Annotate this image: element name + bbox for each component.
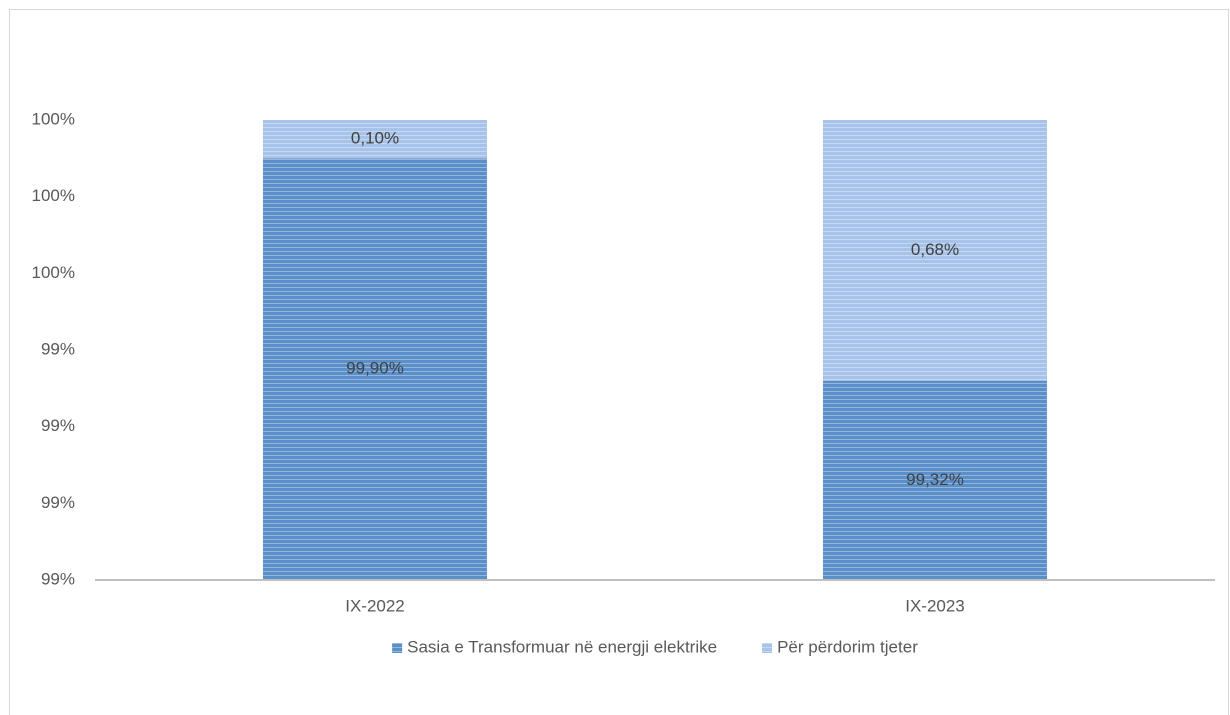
y-tick-label: 100% xyxy=(32,109,75,128)
data-label: 99,90% xyxy=(346,359,404,378)
y-tick-label: 99% xyxy=(41,569,75,588)
y-tick-label: 99% xyxy=(41,339,75,358)
y-tick-label: 99% xyxy=(41,493,75,512)
legend-swatch xyxy=(392,643,403,653)
data-label: 0,10% xyxy=(351,129,399,148)
bar-segment xyxy=(263,120,487,159)
y-tick-label: 100% xyxy=(32,186,75,205)
bar-segment xyxy=(823,120,1047,381)
data-label: 0,68% xyxy=(911,240,959,259)
bar-segment xyxy=(263,158,487,581)
legend: Sasia e Transformuar në energji elektrik… xyxy=(392,637,918,656)
bar-segment xyxy=(823,380,1047,580)
data-label: 99,32% xyxy=(906,470,964,489)
y-tick-label: 99% xyxy=(41,416,75,435)
legend-label: Sasia e Transformuar në energji elektrik… xyxy=(407,637,717,656)
legend-swatch xyxy=(762,643,773,653)
x-tick-label: IX-2023 xyxy=(905,596,965,615)
y-tick-label: 100% xyxy=(32,263,75,282)
x-tick-label: IX-2022 xyxy=(345,596,405,615)
legend-label: Për përdorim tjeter xyxy=(777,637,918,656)
